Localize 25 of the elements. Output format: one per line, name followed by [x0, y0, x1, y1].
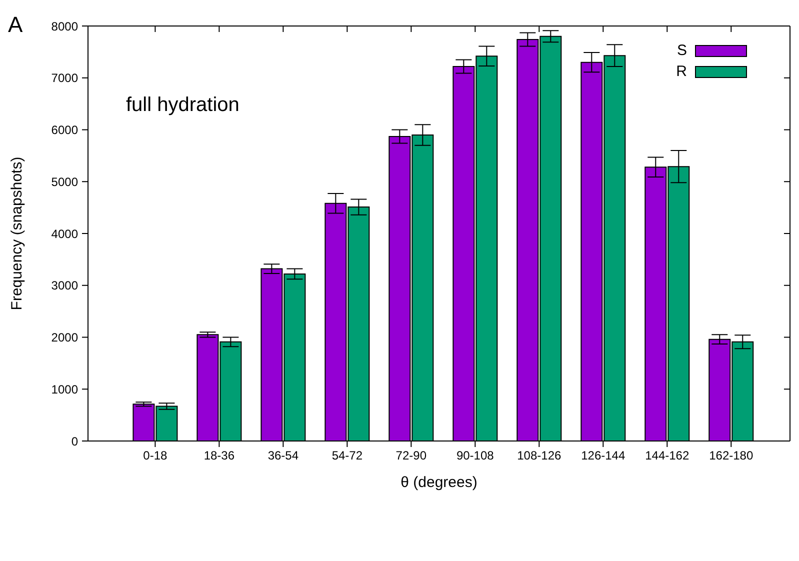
y-tick-label: 6000 — [51, 123, 78, 138]
x-tick-label: 144-162 — [645, 448, 690, 463]
y-tick-label: 3000 — [51, 278, 78, 293]
y-tick-label: 2000 — [51, 330, 78, 345]
legend-label: S — [676, 42, 687, 59]
annotation: full hydration — [126, 94, 240, 117]
legend-label: R — [676, 63, 687, 80]
x-tick-label: 90-108 — [456, 448, 494, 463]
x-tick-label: 36-54 — [268, 448, 299, 463]
x-tick-label: 54-72 — [332, 448, 363, 463]
y-tick-label: 5000 — [51, 174, 78, 189]
y-tick-label: 8000 — [51, 19, 78, 34]
x-tick-label: 72-90 — [396, 448, 427, 463]
y-tick-label: 1000 — [51, 382, 78, 396]
text: A — [8, 12, 23, 38]
x-tick-label: 162-180 — [709, 448, 754, 463]
y-tick-label: 4000 — [51, 226, 78, 241]
y-tick-label: 7000 — [51, 71, 78, 86]
y-tick-label: 0 — [71, 434, 78, 448]
x-tick-label: 108-126 — [517, 448, 562, 463]
x-tick-label: 126-144 — [581, 448, 626, 463]
x-tick-label: 18-36 — [204, 448, 235, 463]
x-tick-label: 0-18 — [143, 448, 168, 463]
x-axis-title: θ (degrees) — [400, 474, 478, 491]
y-axis-title: Frequency (snapshots) — [8, 156, 26, 310]
